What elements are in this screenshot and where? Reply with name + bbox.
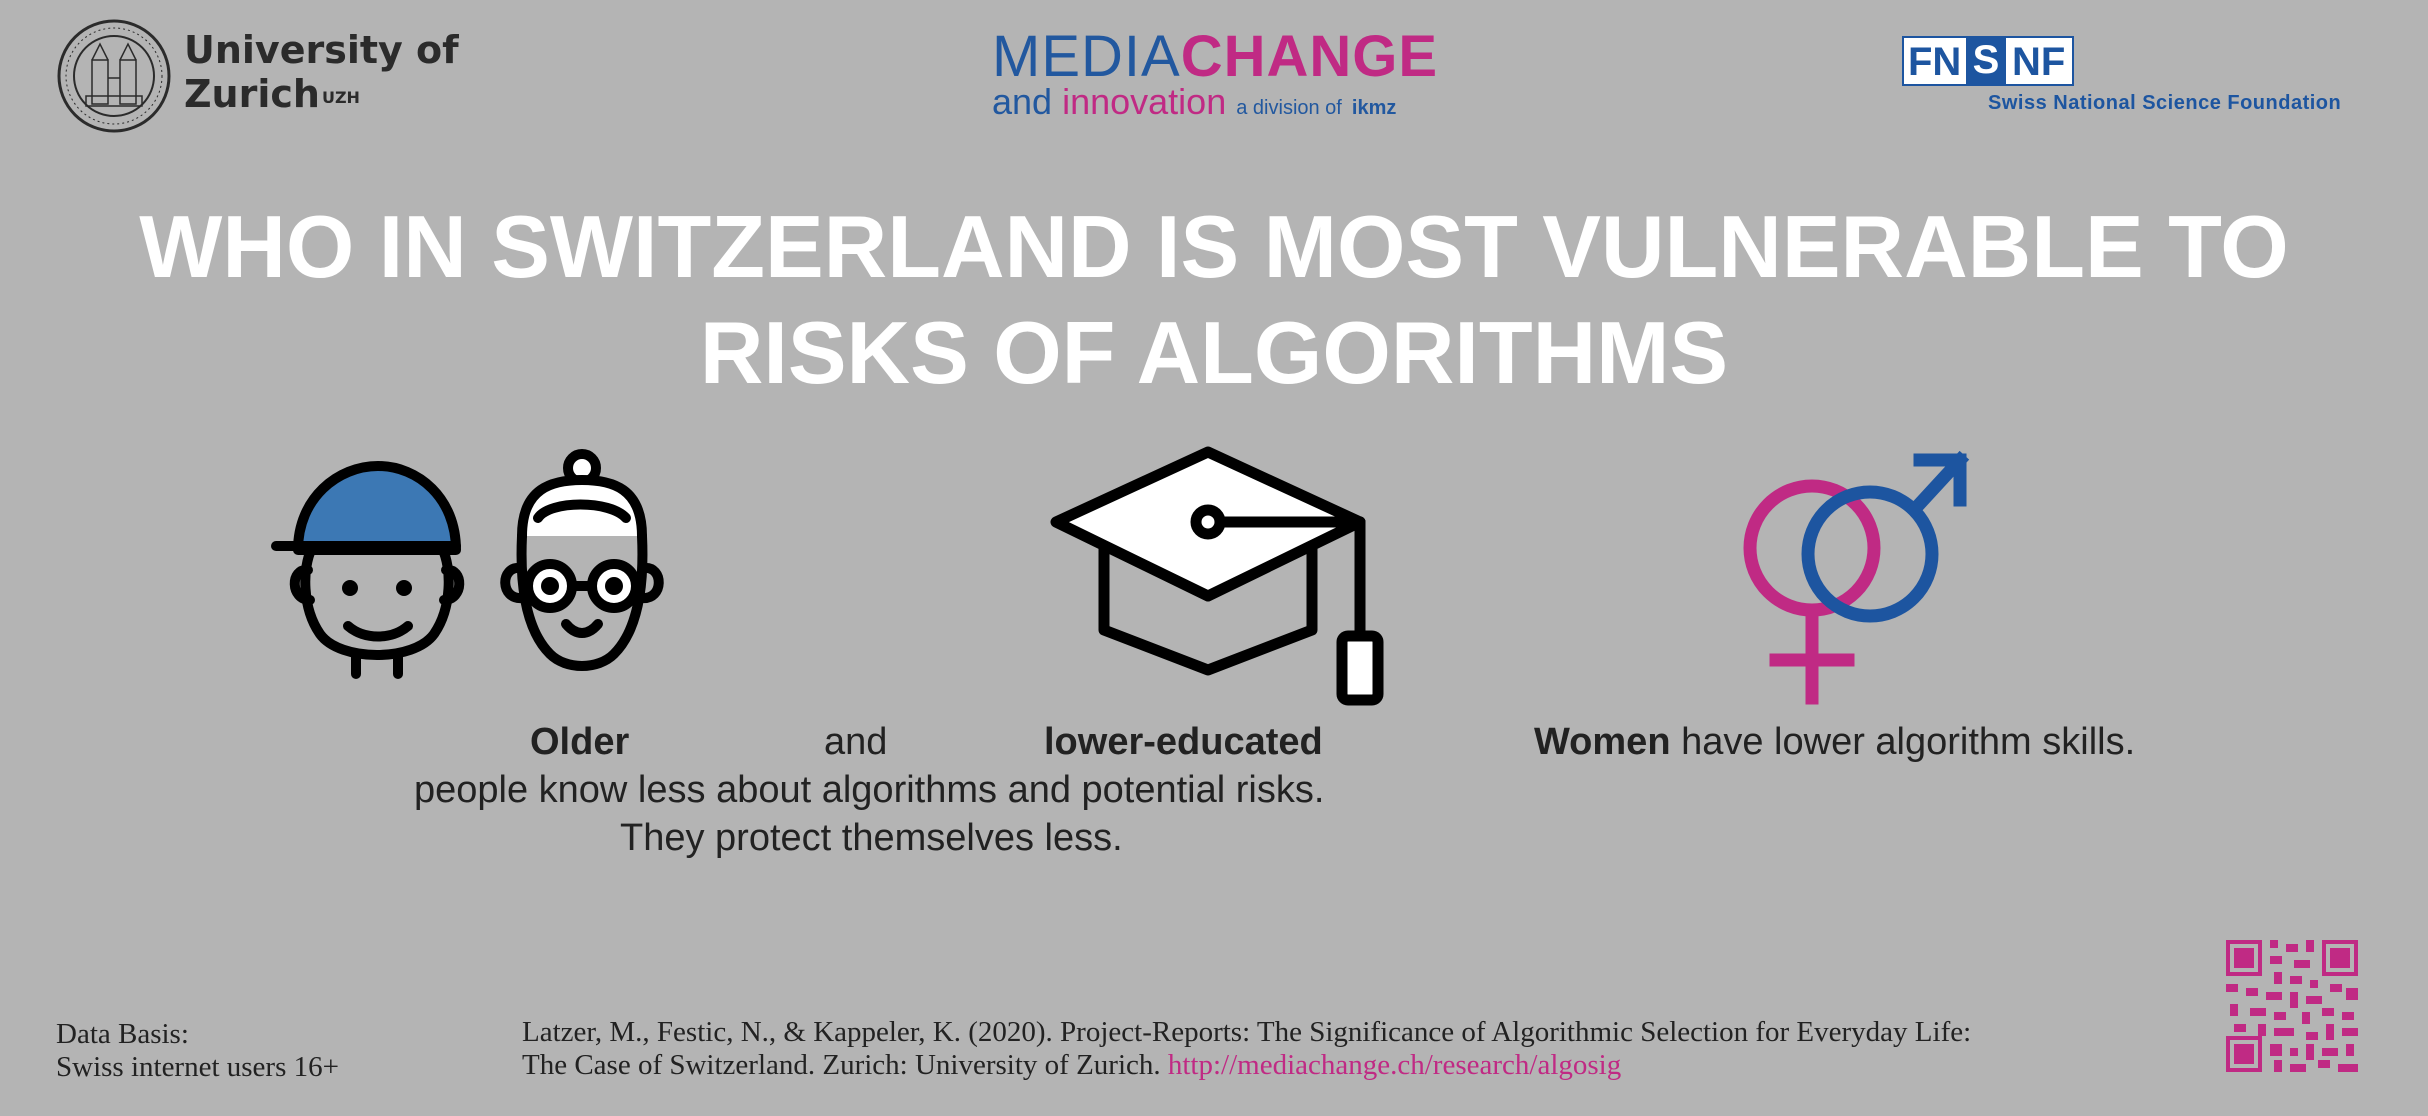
page-title: WHO IN SWITZERLAND IS MOST VULNERABLE TO… (100, 194, 2328, 406)
uzh-line1: University of (184, 28, 459, 72)
caption-knowledge: people know less about algorithms and po… (414, 769, 1325, 811)
gender-symbols-icon (1738, 448, 1974, 708)
snf-s: S (1966, 38, 2006, 84)
qr-code-icon[interactable] (2226, 940, 2358, 1072)
elderly-person-icon (490, 448, 676, 680)
caption-lower-educated: lower-educated (1044, 721, 1323, 763)
caption-women-bold: Women (1534, 721, 1671, 763)
data-basis-value: Swiss internet users 16+ (56, 1051, 339, 1083)
uzh-seal-icon (56, 18, 172, 134)
child-icon (268, 458, 482, 680)
uzh-line2: Zurich (184, 72, 320, 116)
snf-fn: FN (1908, 40, 1962, 84)
logo-division: a division of (1236, 97, 1342, 119)
title-line2: RISKS OF ALGORITHMS (699, 303, 1729, 402)
mediachange-logo: MEDIACHANGE and innovation a division of… (992, 28, 1438, 120)
logo-and: and (992, 81, 1053, 122)
snf-name: Swiss National Science Foundation (1988, 92, 2342, 114)
citation-line1: Latzer, M., Festic, N., & Kappeler, K. (… (522, 1016, 1972, 1048)
logo-change: CHANGE (1180, 24, 1439, 89)
caption-women: Women have lower algorithm skills. (1534, 718, 2135, 766)
snf-nf: NF (2012, 40, 2066, 84)
logo-innovation: innovation (1062, 81, 1227, 122)
caption-and: and (824, 721, 888, 763)
data-basis: Data Basis: Swiss internet users 16+ (56, 1018, 339, 1084)
uzh-superscript: UZH (321, 88, 360, 107)
logo-ikmz: ikmz (1351, 97, 1397, 119)
uzh-wordmark: University of Zurich UZH (184, 28, 459, 116)
citation: Latzer, M., Festic, N., & Kappeler, K. (… (522, 1016, 1971, 1082)
graduation-cap-icon (1048, 444, 1384, 706)
citation-link[interactable]: http://mediachange.ch/research/algosig (1167, 1049, 1622, 1081)
snf-logo: FN S NF (1902, 36, 2074, 86)
data-basis-label: Data Basis: (56, 1018, 189, 1050)
title-line1: WHO IN SWITZERLAND IS MOST VULNERABLE TO (139, 197, 2289, 296)
caption-protection: They protect themselves less. (620, 817, 1123, 859)
caption-women-rest: have lower algorithm skills. (1670, 721, 2136, 763)
citation-line2: The Case of Switzerland. Zurich: Univers… (522, 1049, 1168, 1081)
logo-media: MEDIA (992, 24, 1181, 89)
caption-older: Older (530, 721, 630, 763)
